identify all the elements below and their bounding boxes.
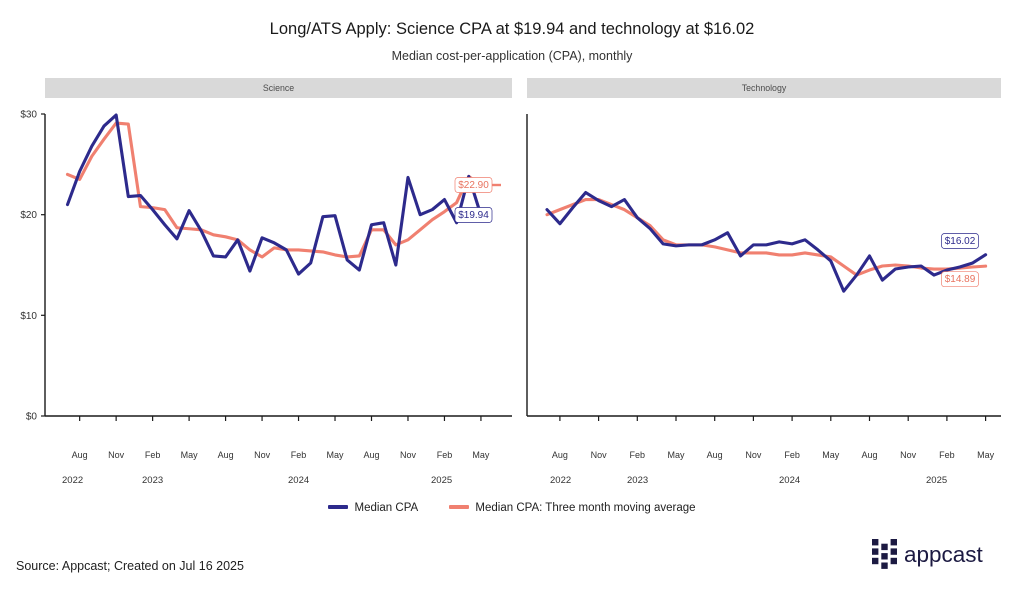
- svg-text:$19.94: $19.94: [458, 210, 489, 221]
- svg-text:appcast: appcast: [904, 542, 984, 567]
- svg-text:$22.90: $22.90: [458, 180, 489, 191]
- svg-text:$30: $30: [20, 110, 37, 121]
- svg-text:$20: $20: [20, 210, 37, 221]
- svg-text:$16.02: $16.02: [945, 236, 976, 247]
- svg-text:$14.89: $14.89: [945, 274, 976, 285]
- svg-text:$10: $10: [20, 311, 37, 322]
- svg-text:$0: $0: [26, 412, 38, 423]
